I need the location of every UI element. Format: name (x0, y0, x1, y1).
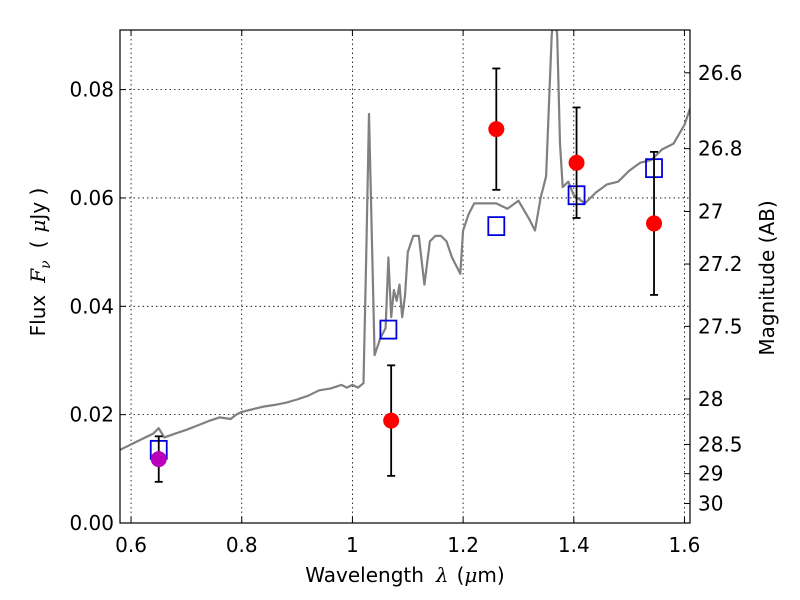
plot-background (120, 30, 690, 523)
y2-ticks: 26.6 26.8 27 27.2 27.5 28 28.5 29 30 (684, 61, 743, 515)
y2-tick-label: 30 (698, 491, 723, 515)
y2-tick-label: 28 (698, 387, 723, 411)
model-square (487, 216, 506, 237)
observed-point (150, 451, 167, 468)
x-tick-label: 1.6 (669, 533, 701, 557)
y-tick-label: 0.02 (69, 403, 114, 427)
y2-tick-label: 26.6 (698, 61, 743, 85)
observed-points (150, 67, 663, 483)
y-tick-label: 0.06 (69, 186, 114, 210)
observed-point (568, 154, 585, 171)
y2-tick-label: 27 (698, 199, 723, 223)
y-tick-label: 0.08 (69, 78, 114, 102)
y2-axis-title: Magnitude (AB) (755, 200, 779, 355)
model-square (379, 319, 398, 340)
x-ticks: 0.6 0.8 1 1.2 1.4 1.6 (115, 30, 700, 557)
y2-tick-label: 26.8 (698, 137, 743, 161)
y-axis-title: FluxFν(μJy ) (26, 188, 54, 337)
y2-tick-label: 28.5 (698, 432, 743, 456)
spectrum-layer (120, 30, 690, 451)
x-axis-title: Wavelength λ (μm) (305, 563, 504, 587)
observed-point (383, 412, 400, 429)
plot-frame (119, 29, 691, 524)
y-tick-label: 0.04 (69, 294, 114, 318)
y2-tick-label: 27.2 (698, 252, 743, 276)
spectrum-line (120, 30, 690, 451)
y-ticks: 0.00 0.02 0.04 0.06 0.08 (69, 78, 126, 535)
x-tick-label: 1.4 (558, 533, 590, 557)
observed-point (646, 215, 663, 232)
observed-point (488, 121, 505, 138)
x-tick-label: 0.6 (115, 533, 147, 557)
x-tick-label: 1.2 (447, 533, 479, 557)
x-tick-label: 0.8 (226, 533, 258, 557)
x-tick-label: 1 (346, 533, 359, 557)
y2-tick-label: 29 (698, 462, 723, 486)
y-tick-label: 0.00 (69, 511, 114, 535)
y2-tick-label: 27.5 (698, 314, 743, 338)
